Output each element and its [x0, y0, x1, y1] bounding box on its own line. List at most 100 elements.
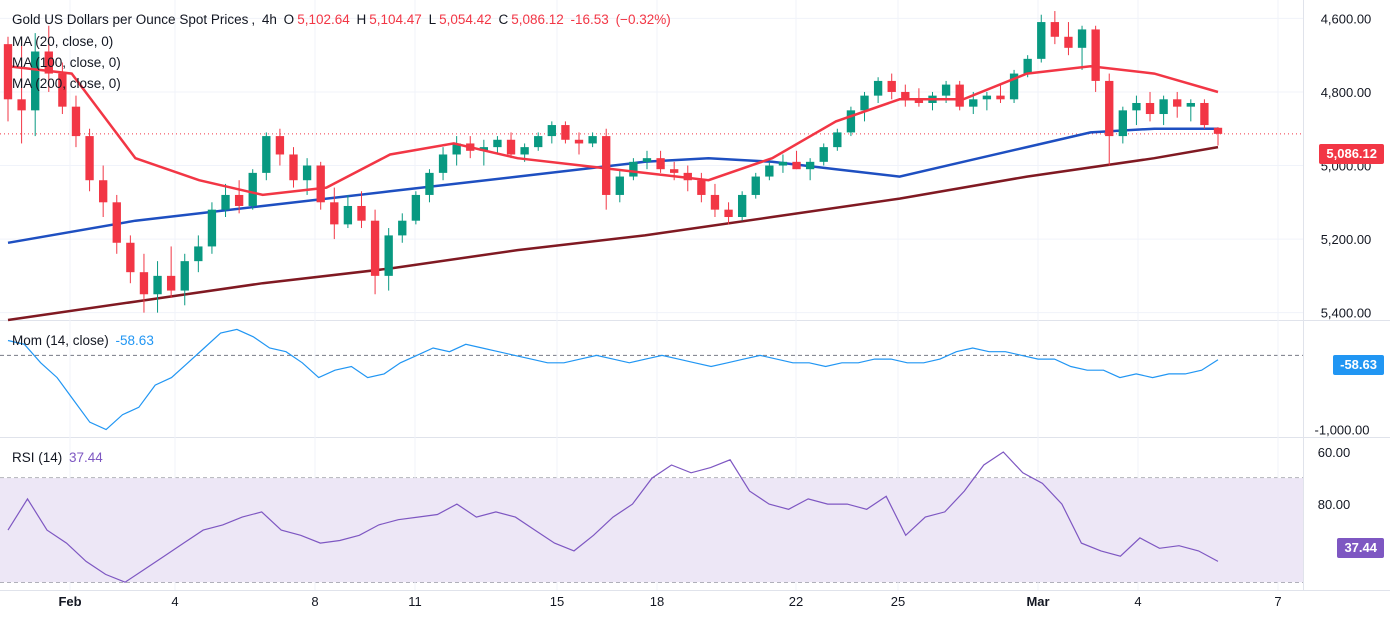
candle-body	[1213, 127, 1223, 134]
last-price-label: 5,086.12	[1319, 144, 1384, 164]
candle-body	[1145, 102, 1155, 115]
candle-body	[166, 275, 176, 291]
open-value: 5,102.64	[297, 12, 350, 27]
candle-body	[1037, 22, 1046, 59]
momentum-label: Mom (14, close)	[12, 333, 109, 348]
close-value: 5,086.12	[511, 12, 564, 27]
rsi-tick-label: 60.00	[1318, 445, 1351, 460]
rsi-tick-label: 80.00	[1318, 497, 1351, 512]
rsi-last-label: 37.44	[1337, 538, 1384, 558]
change-value: -16.53	[570, 12, 609, 27]
candle-body	[588, 136, 597, 144]
candle-body	[139, 272, 149, 295]
candle-body	[602, 136, 611, 195]
candle-body	[846, 110, 856, 133]
ma20-path	[7, 64, 1219, 197]
candle-body	[724, 209, 733, 218]
candle-body	[1091, 29, 1100, 81]
candle-body	[656, 158, 665, 170]
candle-body	[99, 180, 108, 203]
rsi-band-fill	[0, 478, 1303, 583]
symbol-title[interactable]: Gold US Dollars per Ounce Spot Prices	[12, 12, 249, 27]
candle-body	[765, 165, 774, 177]
candle-body	[670, 169, 679, 173]
low-value: 5,054.42	[439, 12, 492, 27]
close-label: C	[498, 12, 509, 27]
interval-label[interactable]: 4h	[261, 12, 277, 27]
time-tick-label: 15	[550, 594, 564, 609]
candle-body	[302, 165, 312, 181]
candle-body	[901, 91, 910, 100]
price-tick-label: 5,400.00	[1321, 306, 1372, 321]
candle-body	[547, 125, 556, 137]
candle-body	[398, 220, 407, 236]
time-tick-label: 4	[1134, 594, 1141, 609]
ma20-legend[interactable]: MA (20, close, 0)	[12, 34, 114, 49]
candle-body	[357, 205, 366, 221]
candle-body	[221, 194, 230, 210]
rsi-legend[interactable]: RSI (14) 37.44	[12, 449, 106, 467]
ma100-legend[interactable]: MA (100, close, 0)	[12, 55, 121, 70]
candle-body	[3, 44, 13, 100]
candle-body	[819, 147, 828, 162]
candle-body	[71, 106, 81, 137]
candle-body	[248, 172, 257, 206]
candle-body	[289, 154, 298, 181]
candle-body	[275, 136, 285, 155]
candle-body	[31, 51, 40, 111]
ma200-line	[7, 145, 1219, 322]
time-tick-label: 25	[891, 594, 905, 609]
candle-body	[1105, 80, 1114, 137]
rsi-path	[7, 451, 1219, 583]
open-label: O	[283, 12, 295, 27]
candle-body	[262, 136, 271, 173]
candle-body	[1186, 102, 1195, 107]
price-tick-label: 4,600.00	[1321, 11, 1372, 26]
rsi-value: 37.44	[69, 450, 103, 465]
candle-body	[44, 51, 53, 74]
candle-body	[1050, 22, 1060, 37]
ma200-path	[7, 145, 1219, 322]
candle-body	[411, 194, 421, 221]
candle-body	[737, 194, 747, 218]
rsi-label: RSI (14)	[12, 450, 63, 465]
momentum-legend[interactable]: Mom (14, close) -58.63	[12, 332, 157, 350]
candle-body	[452, 143, 461, 155]
candle-body	[1200, 102, 1209, 126]
change-percent: (−0.32%)	[615, 12, 671, 27]
time-tick-label: 22	[789, 594, 803, 609]
candle-body	[629, 161, 638, 177]
candle-body	[710, 194, 720, 210]
candle-body	[438, 154, 448, 173]
candle-body	[330, 202, 339, 225]
candle-body	[1159, 99, 1168, 115]
candle-body	[697, 180, 706, 195]
candle-body	[914, 99, 924, 103]
candle-body	[1023, 58, 1032, 74]
high-label: H	[356, 12, 367, 27]
ma20-line	[7, 64, 1219, 197]
momentum-path	[7, 328, 1219, 431]
ma100-path	[7, 127, 1218, 245]
candle-body	[112, 202, 121, 243]
candle-body	[85, 136, 94, 181]
momentum-last-label: -58.63	[1333, 355, 1384, 375]
momentum-value: -58.63	[115, 333, 154, 348]
rsi-band	[0, 478, 1303, 583]
time-tick-label: 18	[650, 594, 664, 609]
candle-body	[778, 161, 788, 166]
candle-body	[194, 246, 203, 262]
time-tick-label: 8	[311, 594, 318, 609]
ma200-legend[interactable]: MA (200, close, 0)	[12, 76, 121, 91]
high-value: 5,104.47	[369, 12, 422, 27]
momentum-tick-label: -1,000.00	[1315, 423, 1370, 438]
rsi-line	[7, 451, 1219, 583]
candle-body	[180, 261, 189, 291]
candle-body	[384, 235, 393, 276]
candle-body	[683, 172, 692, 181]
candle-body	[941, 84, 951, 96]
candle-body	[234, 194, 244, 206]
candle-body	[534, 136, 543, 148]
